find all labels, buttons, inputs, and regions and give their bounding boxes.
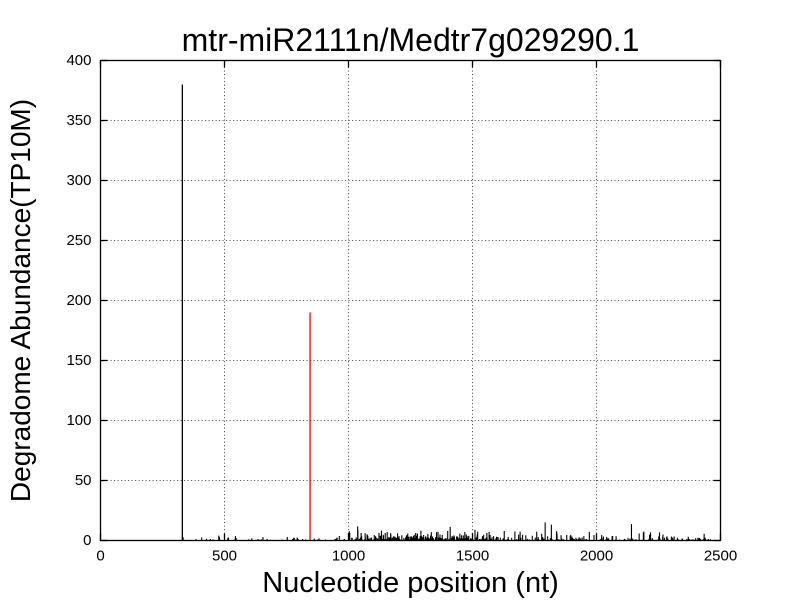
svg-text:500: 500 [212, 548, 237, 565]
svg-text:100: 100 [66, 412, 91, 429]
svg-text:200: 200 [66, 292, 91, 309]
svg-text:350: 350 [66, 112, 91, 129]
svg-text:Degradome Abundance(TP10M): Degradome Abundance(TP10M) [5, 99, 36, 502]
svg-text:Nucleotide position (nt): Nucleotide position (nt) [262, 567, 559, 599]
svg-text:400: 400 [66, 52, 91, 69]
svg-text:0: 0 [83, 532, 91, 549]
svg-text:2500: 2500 [704, 548, 737, 565]
svg-text:mtr-miR2111n/Medtr7g029290.1: mtr-miR2111n/Medtr7g029290.1 [182, 22, 640, 58]
svg-text:1500: 1500 [456, 548, 489, 565]
svg-text:2000: 2000 [580, 548, 613, 565]
svg-text:50: 50 [75, 472, 92, 489]
svg-text:1000: 1000 [332, 548, 365, 565]
svg-text:150: 150 [66, 352, 91, 369]
svg-text:250: 250 [66, 232, 91, 249]
svg-text:0: 0 [96, 548, 104, 565]
svg-text:300: 300 [66, 172, 91, 189]
